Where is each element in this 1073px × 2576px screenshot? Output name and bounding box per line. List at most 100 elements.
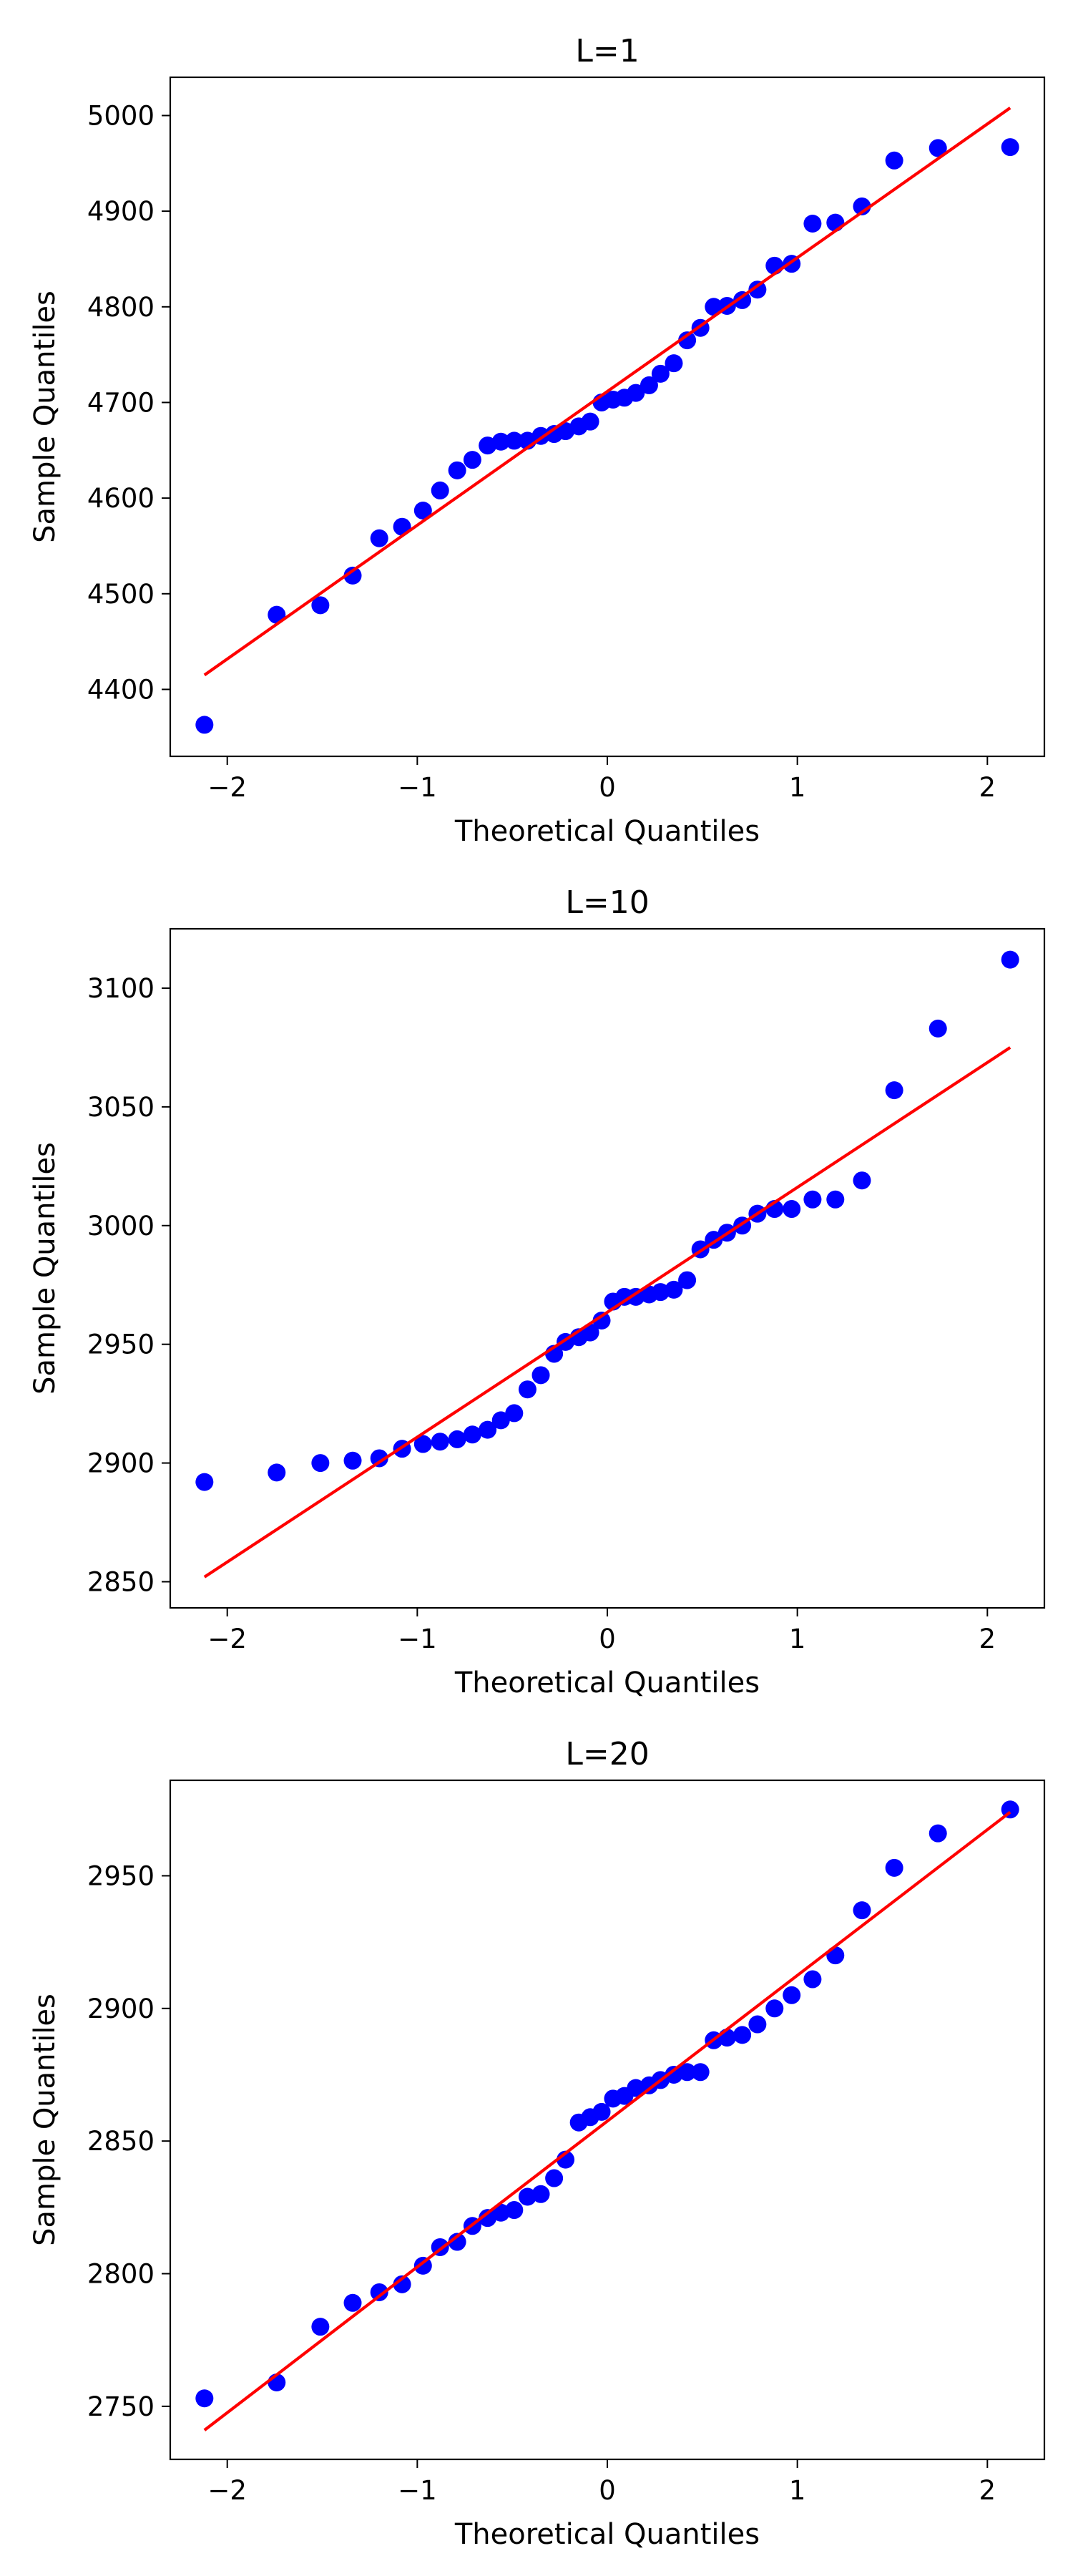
- data-point: [651, 1283, 670, 1302]
- data-point: [627, 384, 645, 402]
- data-point: [431, 481, 449, 499]
- y-tick-label: 5000: [87, 100, 155, 131]
- data-point: [343, 566, 362, 585]
- plot-frame: [169, 76, 1046, 758]
- data-point: [581, 412, 599, 431]
- qq-panel-2: L=10 −2 −1 0 1 2 2850 2900 2950 3000 3050 3100 Theor…: [29, 884, 1046, 1699]
- chart-title: L=1: [575, 33, 639, 69]
- data-point: [826, 213, 845, 232]
- y-tick-label: 4500: [87, 579, 155, 610]
- qq-panel-1: L=1 −2 −1 0 1 2 4400 4500 4600 4700 4800 4900 5000 Th…: [29, 33, 1046, 848]
- data-point: [311, 596, 330, 615]
- data-point: [195, 2389, 214, 2408]
- reference-line: [203, 1810, 1011, 2431]
- data-point: [665, 354, 683, 373]
- data-point: [651, 364, 670, 383]
- data-point: [413, 2256, 432, 2275]
- chart-title: L=10: [565, 884, 649, 921]
- x-axis-label: Theoretical Quantiles: [454, 1667, 760, 1699]
- y-tick-label: 4600: [87, 483, 155, 514]
- data-point: [531, 1366, 550, 1385]
- data-point: [803, 1970, 822, 1989]
- y-axis-label: Sample Quantiles: [29, 291, 62, 543]
- data-point: [627, 2079, 645, 2097]
- y-tick-label: 2750: [87, 2391, 155, 2422]
- x-axis-label: Theoretical Quantiles: [454, 2518, 760, 2551]
- data-point: [678, 1271, 697, 1289]
- qq-panel-3: L=20 −2 −1 0 1 2 2750 2800 2850 2900 2950 Theoretic…: [29, 1736, 1046, 2551]
- reference-line: [203, 1046, 1011, 1579]
- plot-frame: [169, 927, 1046, 1609]
- data-point: [370, 1449, 388, 1468]
- y-tick-label: 2850: [87, 1567, 155, 1598]
- data-point: [370, 529, 388, 547]
- data-point: [592, 1312, 611, 1330]
- data-point: [479, 1420, 497, 1439]
- data-point: [463, 451, 481, 469]
- data-point: [929, 1824, 947, 1843]
- data-point: [678, 331, 697, 350]
- data-point: [195, 1473, 214, 1491]
- x-tick-label: −2: [207, 772, 247, 803]
- data-point: [431, 1433, 449, 1451]
- data-point: [463, 1425, 481, 1444]
- data-point: [853, 1171, 871, 1190]
- y-tick-label: 4800: [87, 292, 155, 323]
- y-tick-label: 4400: [87, 674, 155, 705]
- x-tick-label: 0: [599, 1624, 616, 1654]
- data-point: [885, 1858, 903, 1877]
- data-point: [826, 1190, 845, 1209]
- data-point: [803, 1190, 822, 1209]
- data-point: [803, 215, 822, 233]
- data-point: [545, 2169, 564, 2187]
- data-point: [765, 1999, 784, 2018]
- data-point: [748, 2015, 767, 2034]
- data-point: [748, 280, 767, 299]
- y-axis-label: Sample Quantiles: [29, 1142, 62, 1395]
- data-point: [370, 2283, 388, 2301]
- x-tick-label: −2: [207, 1624, 247, 1654]
- data-point: [733, 291, 752, 309]
- data-point: [413, 501, 432, 519]
- x-tick-label: 0: [599, 772, 616, 803]
- y-tick-label: 3050: [87, 1092, 155, 1123]
- data-point: [853, 1901, 871, 1920]
- data-point: [268, 1463, 286, 1482]
- data-point: [665, 2065, 683, 2084]
- y-tick-label: 4700: [87, 387, 155, 418]
- data-point: [448, 1430, 466, 1448]
- y-tick-label: 3000: [87, 1211, 155, 1241]
- data-point: [885, 1081, 903, 1100]
- data-point: [1001, 950, 1019, 969]
- y-tick-label: 2800: [87, 2259, 155, 2290]
- x-tick-label: −1: [398, 772, 437, 803]
- data-point: [717, 2029, 736, 2047]
- data-point: [678, 2063, 697, 2082]
- data-point: [518, 2187, 536, 2206]
- data-point: [343, 1451, 362, 1470]
- data-point: [393, 2275, 411, 2293]
- y-tick-label: 2950: [87, 1330, 155, 1360]
- x-tick-label: −2: [207, 2475, 247, 2506]
- y-tick-label: 2900: [87, 1448, 155, 1479]
- data-point: [413, 1435, 432, 1453]
- chart-title: L=20: [565, 1736, 649, 1772]
- data-point: [448, 2233, 466, 2251]
- data-point: [826, 1946, 845, 1965]
- data-point: [491, 432, 510, 451]
- x-tick-label: 2: [979, 2475, 996, 2506]
- data-point: [783, 1986, 801, 2004]
- data-point: [505, 1404, 524, 1423]
- data-point: [311, 2318, 330, 2336]
- data-point: [505, 2201, 524, 2220]
- data-point: [531, 2185, 550, 2203]
- data-point: [733, 2026, 752, 2044]
- data-point: [592, 2102, 611, 2121]
- data-point: [640, 376, 658, 394]
- x-tick-label: 0: [599, 2475, 616, 2506]
- reference-line: [203, 107, 1011, 677]
- data-point: [195, 716, 214, 734]
- y-tick-label: 2900: [87, 1994, 155, 2024]
- data-point: [929, 139, 947, 157]
